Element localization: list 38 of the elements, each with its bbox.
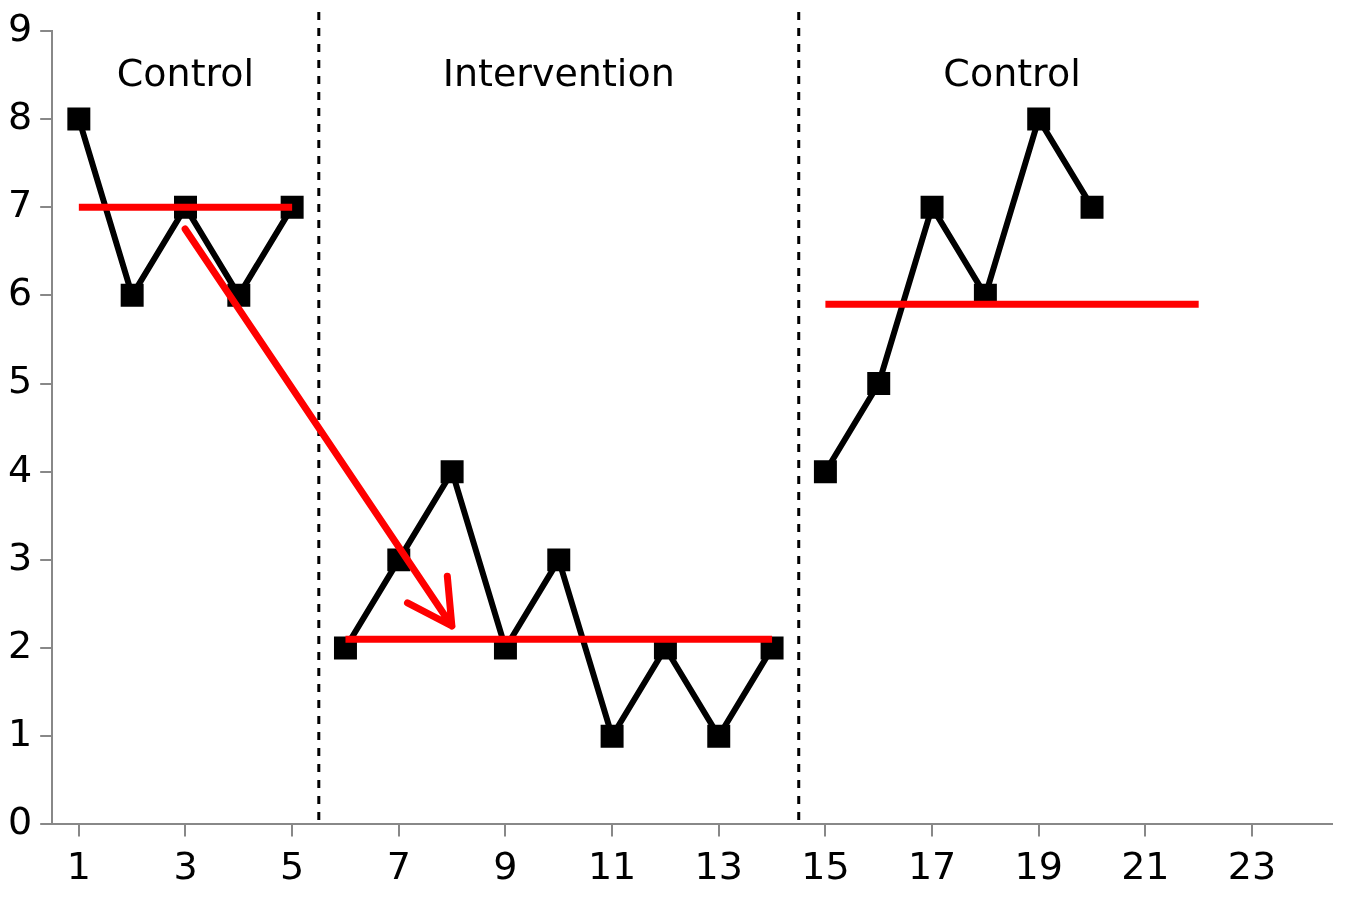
- y-tick-label: 1: [7, 711, 33, 756]
- point: [707, 724, 731, 748]
- x-tick-label: 13: [694, 844, 743, 889]
- point: [920, 195, 944, 219]
- point: [120, 283, 144, 307]
- point: [1027, 107, 1051, 131]
- x-tick-label: 17: [907, 844, 957, 889]
- point: [67, 107, 91, 131]
- y-tick-label: 4: [7, 446, 33, 491]
- point: [760, 636, 784, 660]
- point: [333, 636, 357, 660]
- point: [813, 460, 837, 484]
- x-tick-label: 15: [801, 844, 850, 889]
- x-tick-label: 21: [1121, 844, 1170, 889]
- x-tick-label: 9: [493, 844, 518, 889]
- x-tick-label: 3: [173, 844, 198, 889]
- y-tick-label: 2: [7, 622, 33, 667]
- y-tick-label: 0: [7, 799, 33, 844]
- y-tick-label: 5: [7, 358, 33, 403]
- point: [600, 724, 624, 748]
- y-tick-label: 6: [7, 270, 33, 315]
- point: [547, 548, 571, 572]
- x-tick-label: 11: [587, 844, 637, 889]
- annotation: Intervention: [442, 50, 675, 95]
- point: [440, 460, 464, 484]
- x-tick-label: 7: [386, 844, 411, 889]
- x-tick-label: 1: [66, 844, 91, 889]
- point: [1080, 195, 1104, 219]
- annotation: Control: [116, 50, 255, 95]
- y-tick-label: 3: [7, 534, 33, 579]
- y-tick-label: 7: [7, 182, 33, 227]
- y-tick-label: 9: [7, 5, 33, 50]
- x-tick-label: 23: [1227, 844, 1277, 889]
- annotation: Control: [943, 50, 1081, 95]
- point: [867, 372, 891, 395]
- y-tick-label: 8: [7, 93, 33, 138]
- x-tick-label: 19: [1014, 844, 1063, 889]
- x-tick-label: 5: [280, 844, 305, 889]
